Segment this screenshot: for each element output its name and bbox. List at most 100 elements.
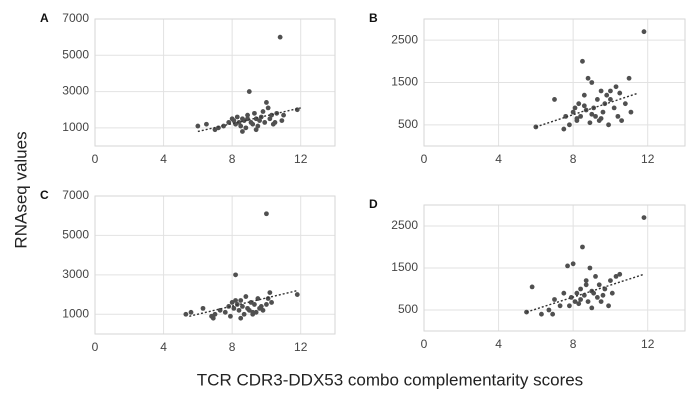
data-point bbox=[583, 278, 589, 283]
data-point bbox=[581, 292, 587, 298]
data-point bbox=[267, 116, 273, 122]
data-point bbox=[255, 123, 261, 129]
data-point bbox=[578, 297, 583, 302]
data-point bbox=[565, 263, 570, 269]
data-point bbox=[617, 90, 623, 96]
data-point bbox=[606, 122, 611, 128]
data-point bbox=[233, 298, 238, 303]
data-point bbox=[281, 112, 286, 118]
data-point bbox=[611, 105, 617, 111]
data-point bbox=[622, 101, 628, 107]
data-point bbox=[589, 111, 595, 117]
y-tick-label: 1000 bbox=[62, 306, 89, 320]
x-tick-label: 4 bbox=[160, 340, 167, 354]
data-point bbox=[241, 311, 247, 317]
data-point bbox=[596, 282, 602, 288]
data-point bbox=[563, 113, 569, 119]
plot-frame bbox=[94, 18, 336, 147]
x-tick-label: 12 bbox=[641, 337, 655, 351]
data-point bbox=[587, 120, 593, 126]
data-point bbox=[641, 29, 647, 35]
data-point bbox=[188, 309, 194, 315]
plot-frame bbox=[94, 195, 336, 335]
data-point bbox=[593, 274, 598, 279]
data-point bbox=[243, 125, 249, 131]
x-tick-label: 4 bbox=[160, 152, 167, 166]
panel: B 0 4 8 12 500 1500 2500 bbox=[369, 11, 686, 166]
data-point bbox=[574, 290, 580, 296]
data-point bbox=[240, 304, 245, 309]
y-tick-label: 500 bbox=[398, 117, 418, 131]
panel-label: D bbox=[369, 197, 378, 211]
data-point bbox=[264, 302, 269, 307]
trend-line bbox=[197, 107, 301, 133]
data-point bbox=[262, 120, 268, 125]
data-point bbox=[615, 113, 621, 119]
data-point bbox=[598, 88, 604, 94]
data-point bbox=[195, 123, 201, 129]
data-point bbox=[260, 307, 266, 313]
data-point bbox=[581, 103, 587, 109]
y-tick-label: 5000 bbox=[62, 228, 89, 242]
y-tick-label: 3000 bbox=[62, 84, 89, 98]
data-point bbox=[578, 286, 583, 292]
y-tick-label: 500 bbox=[398, 302, 418, 316]
data-point bbox=[609, 290, 615, 296]
data-point bbox=[574, 116, 580, 121]
data-point bbox=[204, 121, 209, 127]
data-point bbox=[240, 129, 245, 134]
data-point bbox=[613, 84, 619, 90]
data-point bbox=[238, 315, 244, 321]
data-point bbox=[539, 311, 544, 317]
data-point bbox=[550, 311, 556, 317]
x-tick-label: 8 bbox=[229, 340, 236, 354]
data-point bbox=[524, 309, 529, 315]
x-tick-label: 12 bbox=[294, 340, 308, 354]
y-tick-label: 2500 bbox=[391, 32, 418, 46]
data-point bbox=[234, 114, 240, 120]
data-point bbox=[264, 211, 269, 217]
panel: C 0 4 8 12 1000 3000 5000 7000 bbox=[40, 188, 336, 354]
x-tick-label: 4 bbox=[495, 152, 502, 166]
data-point bbox=[253, 309, 259, 315]
data-point bbox=[250, 309, 256, 315]
trend-line bbox=[189, 289, 298, 317]
x-tick-label: 8 bbox=[570, 152, 577, 166]
data-point bbox=[580, 244, 585, 250]
data-point bbox=[258, 304, 264, 309]
y-tick-label: 1500 bbox=[391, 260, 418, 274]
data-point bbox=[580, 58, 585, 64]
data-point bbox=[613, 274, 619, 279]
panel-label: B bbox=[369, 11, 378, 25]
y-tick-label: 3000 bbox=[62, 267, 89, 281]
data-point bbox=[570, 109, 576, 115]
y-tick-label: 1000 bbox=[62, 120, 89, 134]
data-point bbox=[593, 113, 598, 119]
plot-frame bbox=[423, 204, 686, 332]
data-point bbox=[238, 123, 244, 129]
data-point bbox=[583, 282, 589, 288]
x-tick-label: 12 bbox=[294, 152, 308, 166]
data-point bbox=[221, 123, 226, 129]
data-point bbox=[246, 89, 252, 94]
data-point bbox=[222, 309, 228, 315]
panel-label: C bbox=[40, 188, 49, 202]
data-point bbox=[252, 110, 257, 116]
x-tick-label: 8 bbox=[229, 152, 236, 166]
data-point bbox=[269, 300, 274, 305]
data-point bbox=[578, 113, 583, 119]
data-point bbox=[533, 124, 539, 130]
data-point bbox=[183, 311, 189, 317]
y-tick-label: 7000 bbox=[62, 11, 89, 25]
data-point bbox=[264, 100, 269, 105]
data-point bbox=[270, 121, 276, 127]
data-point bbox=[594, 295, 600, 300]
data-point bbox=[608, 97, 613, 102]
x-axis-label: TCR CDR3-DDX53 combo complementarity sco… bbox=[197, 370, 583, 389]
data-point bbox=[617, 271, 623, 277]
data-point bbox=[572, 105, 578, 111]
panel: D 0 4 8 12 500 1500 2500 bbox=[369, 197, 686, 351]
data-point bbox=[212, 311, 218, 317]
data-point bbox=[567, 122, 572, 128]
data-point bbox=[561, 290, 567, 296]
